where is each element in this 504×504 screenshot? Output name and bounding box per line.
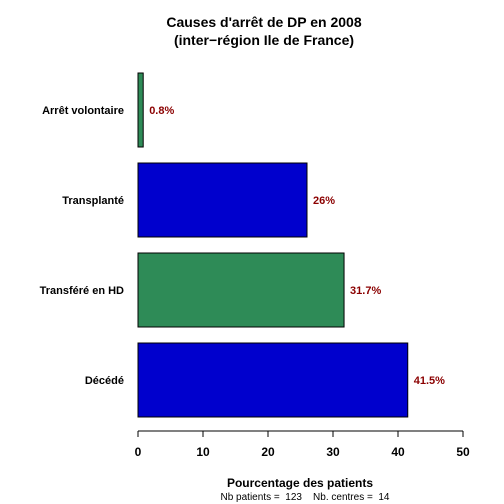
bar-arret-volontaire: [137, 72, 144, 148]
category-label-arret-volontaire: Arrêt volontaire: [42, 105, 124, 117]
x-tick-label: 20: [261, 445, 275, 459]
x-axis-label: Pourcentage des patients: [227, 476, 373, 490]
x-tick-label: 10: [196, 445, 210, 459]
value-label-decede: 41.5%: [414, 375, 445, 387]
x-tick-label: 0: [135, 445, 142, 459]
chart-title-line1: Causes d'arrêt de DP en 2008: [166, 14, 361, 30]
value-label-transfere-en-hd: 31.7%: [350, 285, 381, 297]
category-label-decede: Décédé: [85, 375, 124, 387]
bar-decede: [137, 342, 409, 418]
value-label-arret-volontaire: 0.8%: [149, 105, 174, 117]
x-tick-label: 30: [326, 445, 340, 459]
bar-transplante: [137, 162, 308, 238]
bar-transfere-en-hd: [137, 252, 345, 328]
chart-title-line2: (inter−région Ile de France): [174, 32, 354, 48]
footnote: Nb patients = 123 Nb. centres = 14: [221, 492, 390, 503]
value-label-transplante: 26%: [313, 195, 335, 207]
x-tick-label: 40: [391, 445, 405, 459]
x-axis: 0 10 20 30 40 50: [135, 430, 470, 459]
category-label-transplante: Transplanté: [62, 195, 124, 207]
x-tick-label: 50: [456, 445, 470, 459]
bars-group: Arrêt volontaire 0.8% Transplanté 26% Transf…: [40, 72, 445, 418]
category-label-transfere-en-hd: Transféré en HD: [40, 285, 124, 297]
